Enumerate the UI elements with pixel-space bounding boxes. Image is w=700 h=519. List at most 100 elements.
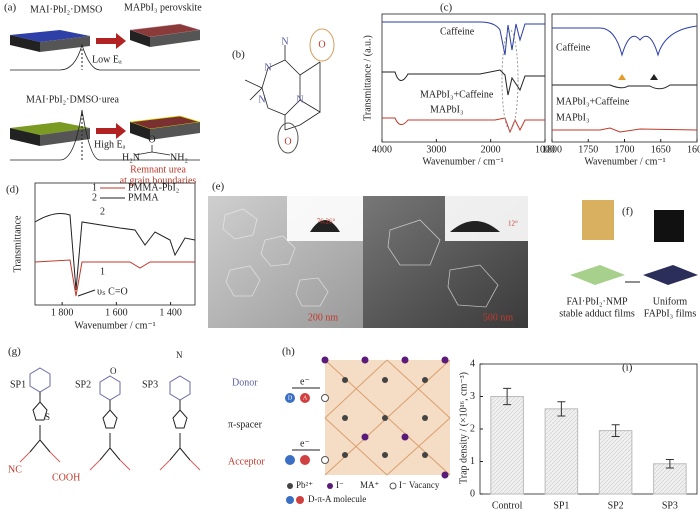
vacancy: [321, 394, 329, 402]
highlight: [309, 28, 335, 62]
text: Remnant urea: [130, 164, 186, 175]
marker: [618, 74, 626, 80]
curve-tag: 1: [100, 266, 105, 277]
caffeine-bonds: [244, 45, 321, 131]
electron: e⁻: [300, 438, 310, 449]
x-tick-label: 1 600: [105, 307, 128, 318]
molecule: [19, 367, 61, 463]
arrow: [96, 33, 126, 49]
text: High Eₐ: [94, 139, 126, 150]
text: stable adduct films: [559, 308, 635, 319]
panel-a: (a) MAI·PbI₂·DMSO MAPbI₃ perovskite Low …: [4, 2, 202, 187]
x-tick-label: 3000: [426, 144, 446, 155]
film: [40, 36, 90, 52]
panel-label: (e): [212, 181, 225, 193]
text: NH₂: [170, 152, 188, 163]
y-tick-label: 2: [470, 423, 475, 434]
film: [643, 265, 698, 285]
molecule-name: SP3: [142, 379, 158, 390]
role: Donor: [232, 377, 258, 388]
x-tick-label: Control: [492, 500, 523, 511]
film: [130, 30, 150, 47]
x-tick-label: 1750: [578, 144, 598, 155]
film: [130, 122, 150, 140]
legend: D-π-A molecule: [308, 494, 366, 504]
panel-label: (c): [440, 2, 453, 14]
photo: [654, 210, 684, 242]
panel-h: (h) D A e⁻ e⁻ Pb²⁺ I⁻ MA⁺ I⁻ Vacancy D-π…: [282, 346, 451, 504]
annotation: υₛ C=O: [97, 286, 128, 297]
plot-frame: [381, 13, 546, 143]
film: [570, 265, 625, 285]
y-tick-label: 0: [470, 488, 475, 499]
panel-label: (d): [6, 184, 19, 196]
donor: [29, 367, 51, 393]
highlight: [277, 122, 299, 154]
panel-label: (h): [282, 346, 295, 358]
atom: NC: [8, 464, 22, 475]
curve-label: Caffeine: [556, 42, 591, 53]
axis-label: Wavenumber / cm⁻¹: [584, 156, 665, 167]
molecule-name: SP2: [75, 379, 91, 390]
atom: O: [318, 39, 325, 50]
x-tick-label: 1700: [615, 144, 635, 155]
text: FAPbI₃ films: [644, 308, 697, 319]
angle: 76.26°: [317, 218, 336, 226]
x-tick-label: 4000: [372, 144, 392, 155]
spectrum: [382, 117, 545, 134]
bar: [653, 463, 687, 495]
bond: [134, 145, 171, 156]
spacer: [29, 392, 51, 453]
error-bar: [665, 459, 674, 469]
text: FAI·PbI₂·NMP: [566, 296, 628, 307]
spectrum: [552, 25, 698, 57]
text: at grain boundaries: [120, 175, 197, 186]
film: [10, 128, 40, 146]
spectrum: [382, 21, 545, 56]
panel-b: (b) N N N N O O: [232, 28, 335, 154]
curve-label: MAPbI₃: [556, 112, 590, 123]
axis-label: Trap density / (×10¹⁶, cm⁻³): [458, 372, 469, 484]
x-tick-label: 2000: [481, 144, 501, 155]
bar: [598, 430, 633, 495]
panel-i: (i) Trap density / (×10¹⁶, cm⁻³): [458, 362, 632, 484]
atom: O: [284, 136, 291, 147]
axis-label: Wavenumber / cm⁻¹: [74, 320, 155, 331]
text: MAI·PbI₂·DMSO: [30, 4, 102, 15]
vacancy: [321, 456, 329, 464]
atom: N: [264, 62, 271, 73]
angle: 12°: [508, 220, 518, 228]
x-tick-label: 1000: [535, 144, 555, 155]
y-tick-label: 3: [470, 391, 475, 402]
x-tick-label: 1 400: [159, 307, 182, 318]
legend-text: PMMA-PbI₂: [128, 182, 179, 193]
spectrum: [552, 84, 697, 90]
x-tick-label: 1 800: [51, 307, 74, 318]
atom: N: [296, 94, 303, 105]
inset: [445, 196, 528, 241]
molecule-name: SP1: [10, 379, 26, 390]
acceptor: [19, 451, 61, 463]
x-tick-label: SP3: [662, 500, 678, 511]
panel-label: (g): [8, 346, 21, 358]
electron: e⁻: [300, 376, 310, 387]
highlight: [501, 29, 519, 131]
droplet: [450, 221, 500, 232]
panel-f: (f) FAI·PbI₂·NMP stable adduct films Uni…: [559, 200, 698, 319]
legend-num: 1: [92, 182, 97, 193]
axis-label: Transmittance / (a.u.): [362, 35, 373, 121]
axis-label: Transmittance: [12, 215, 23, 272]
x-tick-label: SP1: [553, 500, 569, 511]
spectrum: [552, 127, 698, 133]
curve-label: MAPbI₃+Caffeine: [420, 89, 494, 100]
atom: N: [281, 36, 288, 47]
bar: [490, 396, 524, 495]
droplet: [310, 220, 340, 232]
error-bar: [611, 424, 620, 437]
text: MAPbI₃ perovskite: [124, 2, 202, 13]
text: Uniform: [653, 296, 688, 307]
role: Acceptor: [228, 456, 265, 467]
panel-label: (a): [4, 2, 17, 14]
text: O: [148, 134, 155, 145]
